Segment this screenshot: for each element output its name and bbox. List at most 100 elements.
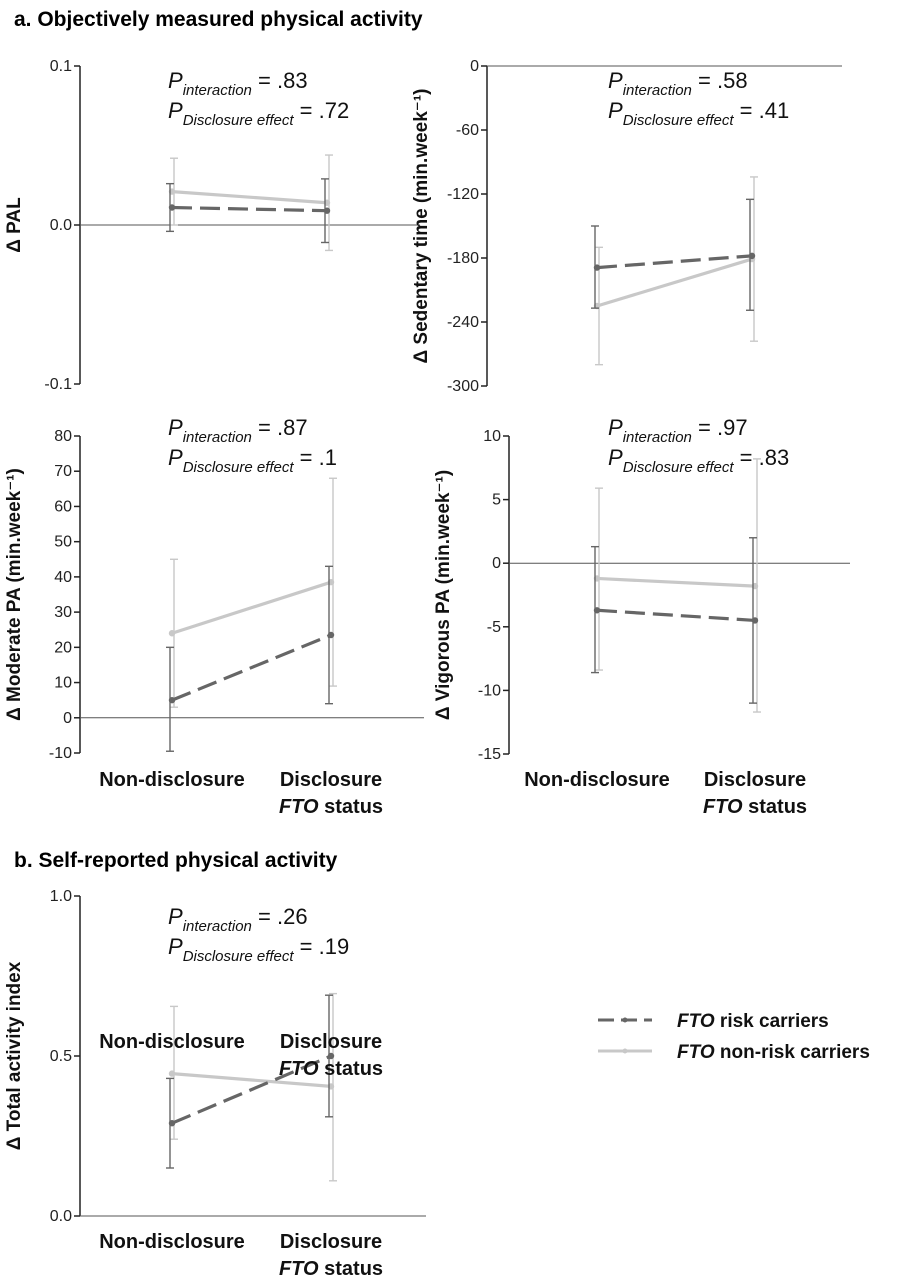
p-symbol: P [608, 445, 623, 470]
x-category-label: Disclosure [280, 1231, 382, 1253]
chart-moderate-pa: -10 0 10 20 30 40 50 60 70 80 Δ Moderate PA (min.w… [4, 415, 424, 818]
p-disclosure-label: PDisclosure effect = .83 [608, 445, 789, 476]
y-tick-label: 50 [54, 534, 72, 551]
y-tick-label: 10 [54, 675, 72, 692]
y-tick-label: 30 [54, 604, 72, 621]
y-tick-label: -5 [487, 619, 501, 636]
data-point-risk [168, 696, 176, 704]
y-axis-label: Δ PAL [4, 197, 25, 253]
series-line-risk [171, 633, 332, 702]
x-category-label: Non-disclosure [99, 769, 245, 791]
p-interaction-value: = .97 [692, 415, 748, 440]
p-symbol: P [168, 98, 183, 123]
legend-risk-marker [622, 1017, 628, 1023]
x-footer-gene: FTO [279, 796, 319, 818]
series-line-nonrisk [596, 576, 756, 588]
legend-nonrisk-gene: FTO [677, 1042, 715, 1063]
series-line-risk [596, 608, 756, 623]
data-point-nonrisk [168, 630, 176, 637]
data-point-risk [323, 207, 331, 214]
series-line-risk [596, 254, 753, 270]
series-line-risk [171, 1054, 332, 1125]
y-tick-label: 0.5 [50, 1048, 72, 1065]
p-symbol: P [168, 934, 183, 959]
x-category-label: Disclosure [704, 769, 806, 791]
x-footer-text: status [319, 1058, 383, 1080]
y-tick-label: 0 [492, 555, 501, 572]
chart-vigorous-pa: -15 -10 -5 0 5 10 Δ Vigorous PA (min.week⁻¹) Pi… [433, 415, 850, 818]
x-footer-text: status [319, 1258, 383, 1279]
x-category-label: Non-disclosure [524, 769, 670, 791]
y-tick-label: 5 [492, 492, 501, 509]
y-tick-label: -240 [447, 314, 479, 331]
y-tick-label: -300 [447, 378, 479, 395]
p-subscript: Disclosure effect [623, 459, 735, 476]
p-disclosure-value: = .1 [294, 445, 337, 470]
series-line-nonrisk [596, 257, 753, 308]
y-tick-label: 80 [54, 428, 72, 445]
chart-sedentary-time: -300 -240 -180 -120 -60 0 Δ Sedentary time (mi… [411, 58, 842, 395]
legend-nonrisk-label: FTO non-risk carriers [677, 1042, 870, 1063]
y-tick-label: -10 [478, 682, 501, 699]
p-disclosure-value: = .83 [734, 445, 790, 470]
legend-risk-text: risk carriers [715, 1011, 829, 1032]
x-category-label: Non-disclosure [99, 1031, 245, 1053]
data-point-risk [593, 607, 601, 614]
y-axis-label: Δ Vigorous PA (min.week⁻¹) [433, 470, 454, 720]
p-disclosure-value: = .72 [294, 98, 350, 123]
data-point-nonrisk [168, 1070, 176, 1077]
p-interaction-value: = .83 [252, 68, 308, 93]
y-tick-label: -60 [456, 122, 479, 139]
y-axis-label: Δ Sedentary time (min.week⁻¹) [411, 89, 432, 364]
y-tick-label: 20 [54, 639, 72, 656]
y-tick-label: 0 [470, 58, 479, 75]
p-interaction-label: Pinteraction = .58 [608, 68, 748, 99]
y-tick-label: -180 [447, 250, 479, 267]
legend-nonrisk-text: non-risk carriers [715, 1042, 870, 1063]
x-footer-label: FTO status [279, 1258, 383, 1279]
x-footer-text: status [743, 796, 807, 818]
x-footer-gene: FTO [703, 796, 743, 818]
p-subscript: interaction [183, 918, 252, 935]
y-tick-label: -120 [447, 186, 479, 203]
p-interaction-label: Pinteraction = .26 [168, 904, 308, 935]
section-a-title: a. Objectively measured physical activit… [14, 8, 423, 31]
p-subscript: Disclosure effect [623, 112, 735, 129]
data-point-risk [168, 1120, 176, 1127]
p-symbol: P [168, 904, 183, 929]
p-interaction-value: = .26 [252, 904, 308, 929]
data-point-risk [748, 252, 756, 260]
data-point-risk [327, 1052, 335, 1060]
y-tick-label: -0.1 [44, 376, 72, 393]
p-symbol: P [168, 445, 183, 470]
p-symbol: P [608, 98, 623, 123]
x-footer-text: status [319, 796, 383, 818]
series-line-risk [171, 205, 328, 213]
p-interaction-label: Pinteraction = .83 [168, 68, 308, 99]
y-tick-label: 40 [54, 569, 72, 586]
series-line-nonrisk [171, 580, 332, 635]
y-tick-label: -10 [49, 745, 72, 762]
p-interaction-value: = .58 [692, 68, 748, 93]
chart-total-activity-index: 0.0 0.5 1.0 Δ Total activity index Pinteract… [4, 888, 426, 1279]
legend-risk-label: FTO risk carriers [677, 1011, 829, 1032]
p-subscript: interaction [623, 429, 692, 446]
x-footer-label: FTO status [279, 1058, 383, 1080]
data-point-risk [327, 631, 335, 639]
p-subscript: interaction [183, 429, 252, 446]
p-subscript: Disclosure effect [183, 948, 295, 965]
p-interaction-label: Pinteraction = .87 [168, 415, 308, 446]
legend-risk-gene: FTO [677, 1011, 715, 1032]
y-axis-label: Δ Moderate PA (min.week⁻¹) [4, 468, 25, 721]
data-point-risk [751, 617, 759, 624]
p-disclosure-value: = .19 [294, 934, 350, 959]
y-axis-label: Δ Total activity index [4, 961, 25, 1150]
x-footer-gene: FTO [279, 1258, 319, 1279]
p-interaction-value: = .87 [252, 415, 308, 440]
p-disclosure-label: PDisclosure effect = .19 [168, 934, 349, 965]
p-symbol: P [608, 415, 623, 440]
p-disclosure-label: PDisclosure effect = .72 [168, 98, 349, 129]
p-disclosure-label: PDisclosure effect = .1 [168, 445, 337, 476]
y-tick-label: 70 [54, 463, 72, 480]
